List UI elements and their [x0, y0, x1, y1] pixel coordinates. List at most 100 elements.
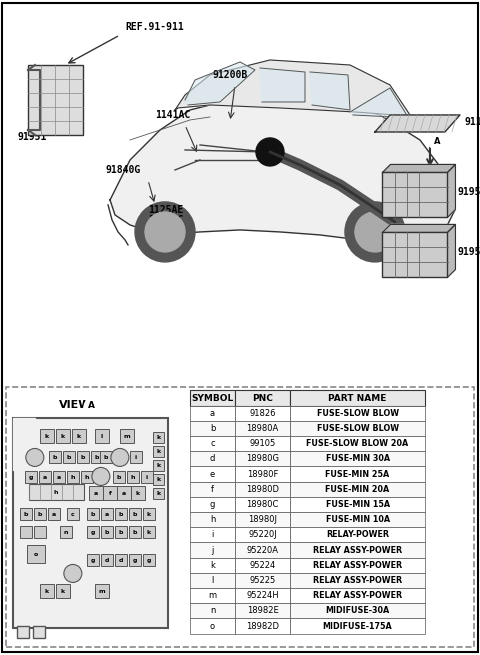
Text: 1125AE: 1125AE	[148, 205, 183, 215]
Bar	[13, 419, 168, 628]
Circle shape	[111, 449, 129, 466]
Bar	[190, 603, 235, 618]
Text: k: k	[156, 477, 160, 483]
Bar	[20, 508, 32, 521]
Text: 18982E: 18982E	[247, 607, 278, 615]
Text: 95220A: 95220A	[247, 546, 278, 555]
Bar	[190, 512, 235, 527]
Polygon shape	[185, 62, 255, 105]
Text: b: b	[81, 455, 85, 460]
Text: k: k	[156, 449, 160, 455]
Bar	[383, 233, 447, 278]
Bar	[235, 497, 290, 512]
Text: FUSE-MIN 10A: FUSE-MIN 10A	[325, 515, 390, 524]
Bar	[100, 451, 112, 464]
Text: a: a	[43, 475, 47, 480]
Bar	[190, 466, 235, 481]
Bar	[67, 472, 79, 483]
Text: 18980C: 18980C	[246, 500, 279, 509]
Bar	[235, 557, 290, 573]
Text: g: g	[133, 558, 137, 563]
Text: b: b	[24, 512, 28, 517]
Bar	[235, 588, 290, 603]
Bar	[77, 451, 89, 464]
Text: PNC: PNC	[252, 394, 273, 403]
Polygon shape	[447, 164, 456, 217]
Bar	[49, 451, 61, 464]
Circle shape	[355, 212, 395, 252]
Bar	[235, 481, 290, 497]
Text: RELAY-POWER: RELAY-POWER	[326, 531, 389, 539]
Bar	[290, 618, 425, 633]
Text: h: h	[54, 490, 58, 495]
Text: b: b	[91, 512, 95, 517]
Bar	[153, 474, 164, 485]
Text: FUSE-MIN 25A: FUSE-MIN 25A	[325, 470, 390, 479]
Bar	[290, 421, 425, 436]
Text: 18980F: 18980F	[247, 470, 278, 479]
Bar	[290, 390, 425, 405]
Text: 99105: 99105	[250, 439, 276, 448]
Bar	[190, 481, 235, 497]
Bar	[153, 432, 164, 443]
Text: i: i	[211, 531, 214, 539]
Text: 1125KC: 1125KC	[148, 215, 183, 225]
Bar	[235, 527, 290, 542]
Text: o: o	[210, 622, 215, 631]
Text: a: a	[122, 491, 126, 496]
Text: g: g	[91, 558, 95, 563]
Text: 18982D: 18982D	[246, 622, 279, 631]
Bar	[39, 472, 51, 483]
Text: b: b	[67, 455, 71, 460]
Bar	[190, 527, 235, 542]
Text: h: h	[210, 515, 215, 524]
Bar	[131, 487, 145, 500]
Text: g: g	[91, 530, 95, 535]
Text: 95224H: 95224H	[246, 591, 279, 600]
Circle shape	[92, 468, 110, 485]
Text: m: m	[98, 589, 105, 594]
Bar	[190, 405, 235, 421]
Text: g: g	[210, 500, 215, 509]
Bar	[190, 390, 235, 405]
Text: MIDIFUSE-30A: MIDIFUSE-30A	[325, 607, 390, 615]
Bar	[117, 487, 131, 500]
Text: f: f	[108, 491, 111, 496]
Text: FUSE-SLOW BLOW: FUSE-SLOW BLOW	[316, 409, 399, 418]
Polygon shape	[260, 68, 305, 102]
Bar	[190, 618, 235, 633]
Text: k: k	[61, 589, 65, 594]
Bar	[190, 497, 235, 512]
Text: m: m	[123, 434, 130, 439]
Bar	[20, 527, 32, 538]
Bar	[153, 447, 164, 457]
Text: h: h	[71, 475, 75, 480]
Text: d: d	[119, 558, 123, 563]
Circle shape	[85, 398, 99, 413]
Bar	[290, 436, 425, 451]
Bar	[129, 527, 141, 538]
Text: k: k	[156, 436, 160, 440]
Text: 91951: 91951	[17, 132, 47, 142]
Polygon shape	[447, 225, 456, 278]
Bar	[143, 508, 155, 521]
Text: d: d	[210, 455, 215, 463]
Text: b: b	[37, 512, 42, 517]
Bar	[190, 421, 235, 436]
Bar	[141, 472, 153, 483]
Text: k: k	[136, 491, 140, 496]
Text: b: b	[95, 455, 99, 460]
Text: i: i	[146, 475, 148, 480]
Circle shape	[429, 134, 445, 150]
Bar	[87, 554, 99, 567]
Bar	[89, 487, 103, 500]
Text: 95224: 95224	[250, 561, 276, 570]
Text: 18980G: 18980G	[246, 455, 279, 463]
Circle shape	[135, 202, 195, 262]
Text: k: k	[45, 589, 49, 594]
Text: RELAY ASSY-POWER: RELAY ASSY-POWER	[313, 546, 402, 555]
Text: k: k	[45, 434, 49, 439]
Bar	[56, 584, 70, 599]
Bar	[235, 421, 290, 436]
Bar	[130, 451, 142, 464]
